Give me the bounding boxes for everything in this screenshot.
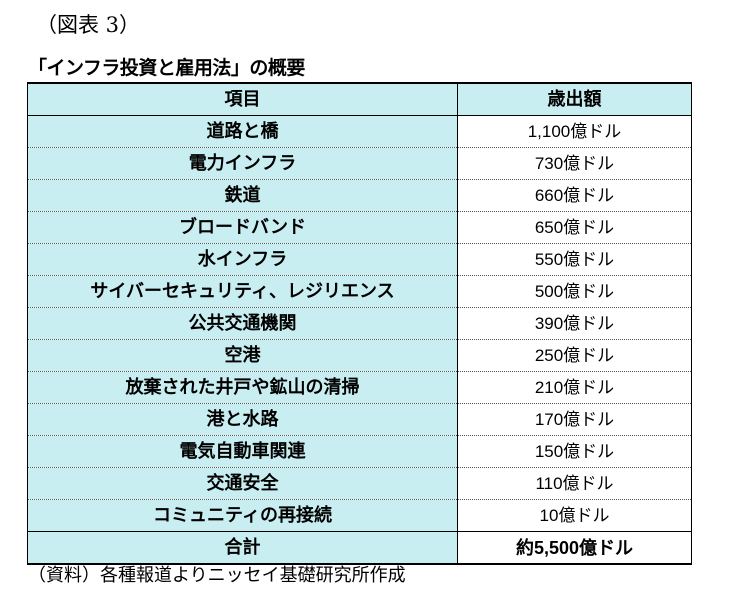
table-row: 道路と橋 1,100億ドル bbox=[27, 115, 692, 148]
source-note: （資料）各種報道よりニッセイ基礎研究所作成 bbox=[28, 565, 406, 586]
table-row: 空港 250億ドル bbox=[27, 339, 692, 372]
row-amount: 650億ドル bbox=[457, 211, 692, 244]
row-item: 水インフラ bbox=[27, 243, 458, 276]
row-amount: 210億ドル bbox=[457, 371, 692, 404]
table-row: 鉄道 660億ドル bbox=[27, 179, 692, 212]
row-item: 道路と橋 bbox=[27, 115, 458, 148]
header-amount: 歳出額 bbox=[457, 82, 692, 116]
row-item: 放棄された井戸や鉱山の清掃 bbox=[27, 371, 458, 404]
table-row: 水インフラ 550億ドル bbox=[27, 243, 692, 276]
table-row: 電力インフラ 730億ドル bbox=[27, 147, 692, 180]
row-item: 空港 bbox=[27, 339, 458, 372]
table-row: 公共交通機関 390億ドル bbox=[27, 307, 692, 340]
row-item: 電力インフラ bbox=[27, 147, 458, 180]
row-amount: 1,100億ドル bbox=[457, 115, 692, 148]
row-item: 鉄道 bbox=[27, 179, 458, 212]
row-amount: 500億ドル bbox=[457, 275, 692, 308]
row-amount: 660億ドル bbox=[457, 179, 692, 212]
row-item: 交通安全 bbox=[27, 467, 458, 500]
table-row: サイバーセキュリティ、レジリエンス 500億ドル bbox=[27, 275, 692, 308]
row-amount: 150億ドル bbox=[457, 435, 692, 468]
total-amount: 約5,500億ドル bbox=[457, 531, 692, 565]
figure-label: （図表 3） bbox=[36, 13, 141, 37]
table-row: ブロードバンド 650億ドル bbox=[27, 211, 692, 244]
table-row: コミュニティの再接続 10億ドル bbox=[27, 499, 692, 532]
header-item: 項目 bbox=[27, 82, 458, 116]
table-row: 電気自動車関連 150億ドル bbox=[27, 435, 692, 468]
row-amount: 550億ドル bbox=[457, 243, 692, 276]
header-row: 項目 歳出額 bbox=[27, 82, 692, 116]
table-row: 港と水路 170億ドル bbox=[27, 403, 692, 436]
row-item: 公共交通機関 bbox=[27, 307, 458, 340]
row-amount: 390億ドル bbox=[457, 307, 692, 340]
row-item: コミュニティの再接続 bbox=[27, 499, 458, 532]
row-amount: 730億ドル bbox=[457, 147, 692, 180]
total-row: 合計 約5,500億ドル bbox=[27, 531, 692, 565]
row-item: 港と水路 bbox=[27, 403, 458, 436]
summary-table: 項目 歳出額 道路と橋 1,100億ドル 電力インフラ 730億ドル 鉄道 66… bbox=[27, 82, 692, 565]
row-amount: 250億ドル bbox=[457, 339, 692, 372]
table-row: 交通安全 110億ドル bbox=[27, 467, 692, 500]
row-amount: 170億ドル bbox=[457, 403, 692, 436]
total-label: 合計 bbox=[27, 531, 458, 565]
row-item: 電気自動車関連 bbox=[27, 435, 458, 468]
row-amount: 10億ドル bbox=[457, 499, 692, 532]
table-row: 放棄された井戸や鉱山の清掃 210億ドル bbox=[27, 371, 692, 404]
table-title: 「インフラ投資と雇用法」の概要 bbox=[28, 57, 305, 79]
row-amount: 110億ドル bbox=[457, 467, 692, 500]
row-item: ブロードバンド bbox=[27, 211, 458, 244]
row-item: サイバーセキュリティ、レジリエンス bbox=[27, 275, 458, 308]
